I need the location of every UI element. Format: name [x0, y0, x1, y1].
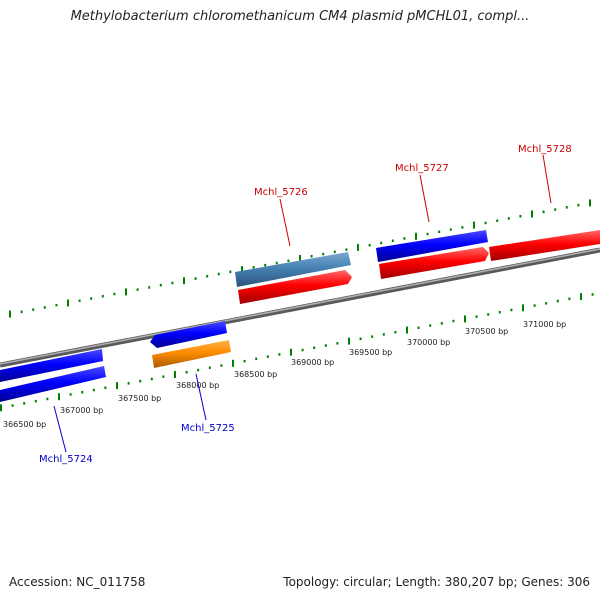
tick-label: 370000 bp — [407, 338, 450, 347]
gene-features[interactable] — [0, 230, 600, 402]
gene-feature-mchl-5727-b[interactable] — [379, 247, 489, 279]
tick-label: 369500 bp — [349, 348, 392, 357]
gene-feature-mchl-5725-b[interactable] — [152, 340, 231, 368]
gene-feature-mchl-5727-a[interactable] — [376, 230, 488, 262]
gene-feature-mchl-5724-b[interactable] — [0, 366, 106, 402]
gene-feature-mchl-5724-a[interactable] — [0, 349, 103, 382]
accession-text: Accession: NC_011758 — [9, 575, 146, 589]
gene-label-mchl-5728[interactable]: Mchl_5728 — [518, 144, 572, 155]
gene-feature-mchl-5728[interactable] — [489, 230, 600, 261]
gene-feature-mchl-5726-a[interactable] — [235, 252, 351, 287]
gene-label-mchl-5726[interactable]: Mchl_5726 — [254, 187, 308, 198]
gene-feature-mchl-5725-a[interactable] — [150, 321, 227, 348]
gene-label-mchl-5725[interactable]: Mchl_5725 — [181, 423, 235, 434]
gene-label-mchl-5724[interactable]: Mchl_5724 — [39, 454, 93, 465]
tick-label: 367500 bp — [118, 394, 161, 403]
gene-label-mchl-5727[interactable]: Mchl_5727 — [395, 163, 449, 174]
gene-labels: Mchl_5724 Mchl_5725 Mchl_5726 Mchl_5727 … — [39, 144, 572, 465]
topology-summary: Topology: circular; Length: 380,207 bp; … — [283, 575, 590, 589]
backbone — [0, 247, 600, 368]
tick-label: 368000 bp — [176, 381, 219, 390]
tick-label: 370500 bp — [465, 327, 508, 336]
gene-callouts — [53, 154, 552, 453]
tick-label: 369000 bp — [291, 358, 334, 367]
tick-labels: 366500 bp 367000 bp 367500 bp 368000 bp … — [3, 320, 566, 429]
map-title: Methylobacterium chloromethanicum CM4 pl… — [70, 9, 530, 24]
tick-label: 367000 bp — [60, 406, 103, 415]
tick-label: 368500 bp — [234, 370, 277, 379]
tick-label: 371000 bp — [523, 320, 566, 329]
gene-feature-mchl-5726-b[interactable] — [238, 270, 352, 304]
tick-label: 366500 bp — [3, 420, 46, 429]
lower-tick-row — [0, 293, 594, 412]
